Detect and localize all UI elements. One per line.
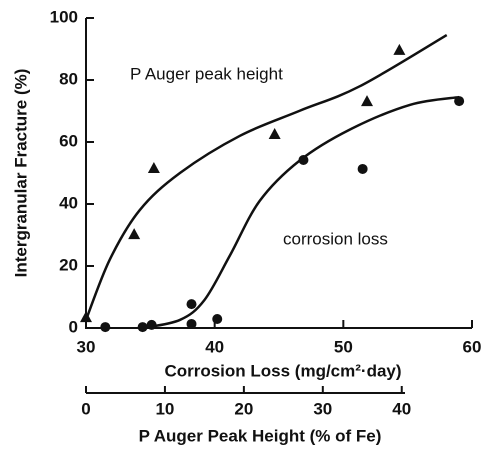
y-tick-label: 0 [69, 317, 78, 336]
fit-curve [142, 95, 460, 330]
point [361, 95, 374, 107]
point [454, 96, 465, 107]
point [186, 299, 197, 310]
y-axis-title: Intergranular Fracture (%) [11, 69, 30, 278]
y-tick-label: 20 [59, 255, 78, 274]
x-axis-title: Corrosion Loss (mg/cm²·day) [164, 361, 401, 380]
point [357, 163, 368, 174]
point [212, 314, 223, 325]
x-tick-label: 50 [334, 337, 353, 356]
point [298, 154, 309, 165]
x-tick-label: 60 [463, 337, 482, 356]
annotation: P Auger peak height [130, 64, 283, 83]
x2-tick-label: 20 [234, 399, 253, 418]
y-tick-label: 100 [50, 7, 78, 26]
y-tick-label: 80 [59, 69, 78, 88]
x-tick-label: 30 [77, 337, 96, 356]
y-tick-label: 40 [59, 193, 78, 212]
point [80, 311, 92, 323]
point [137, 322, 148, 333]
point [268, 127, 281, 139]
x2-tick-label: 0 [81, 399, 90, 418]
x2-tick-label: 30 [313, 399, 332, 418]
point [186, 318, 197, 329]
fit-curve [84, 33, 448, 321]
point [147, 162, 160, 174]
point [100, 322, 111, 333]
point [146, 319, 157, 330]
x2-tick-label: 40 [392, 399, 411, 418]
annotation: corrosion loss [283, 229, 388, 248]
x-tick-label: 40 [205, 337, 224, 356]
y-tick-label: 60 [59, 131, 78, 150]
x2-axis-title: P Auger Peak Height (% of Fe) [139, 426, 382, 445]
point [128, 228, 141, 240]
point [393, 43, 406, 55]
x2-tick-label: 10 [155, 399, 174, 418]
